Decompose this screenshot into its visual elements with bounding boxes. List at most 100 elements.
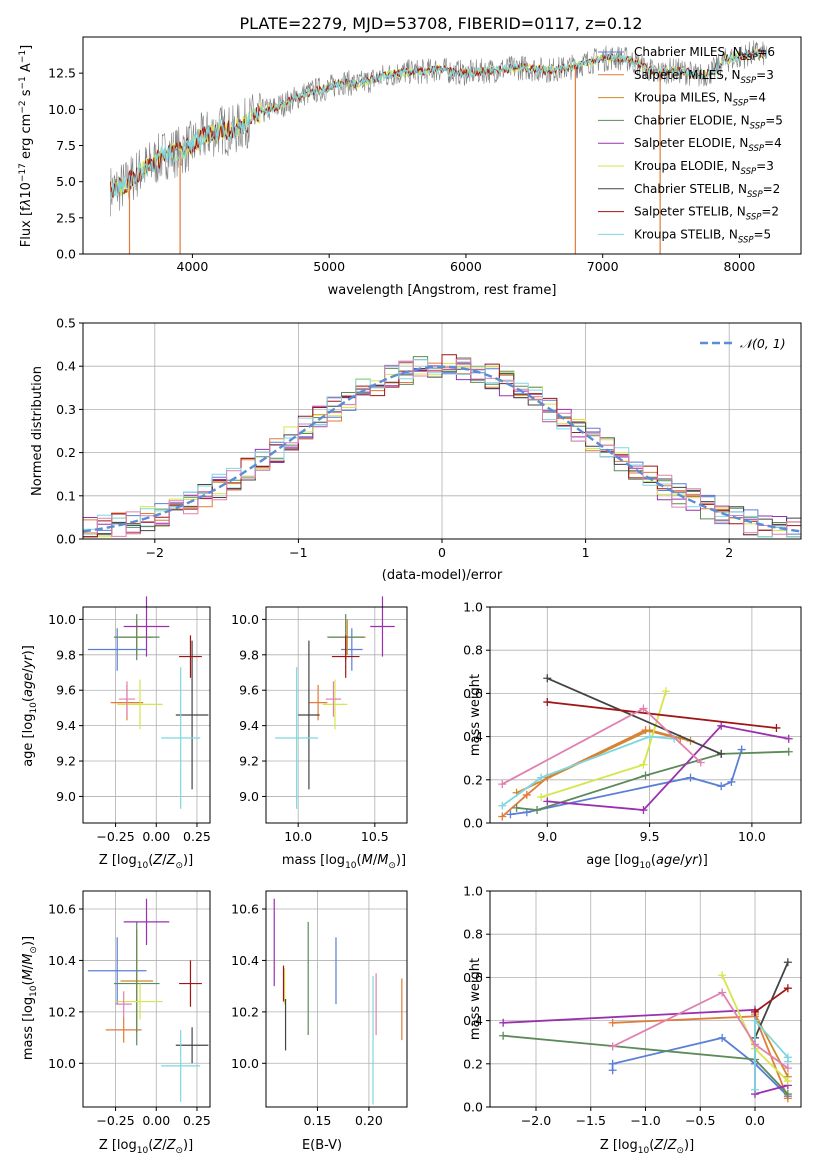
residuals-ytick: 0.3 [56, 402, 76, 417]
age-vs-mass-panel: 10.0 10.5 9.0 9.2 9.4 9.6 9.8 10.0 [231, 596, 408, 844]
gaussian-curve [82, 365, 802, 533]
mass-weight-point [751, 1016, 760, 1025]
ytick-label: 9.8 [239, 647, 259, 662]
mass-weight-point [608, 1059, 617, 1068]
mass-weight-point [499, 1018, 508, 1027]
mass-weight-point [784, 734, 793, 743]
mw-vs-z-ylabel: mass weight [468, 958, 483, 1040]
gauss-legend-label: 𝒩(0, 1) [740, 336, 786, 351]
mass-weight-point [686, 773, 695, 782]
xtick-label: −2.0 [521, 1113, 551, 1128]
ytick-label: 9.6 [56, 683, 76, 698]
mass-weight-point [727, 777, 736, 786]
ytick-label: 9.8 [56, 647, 76, 662]
xtick-label: 10.5 [361, 829, 389, 844]
mass-weight-point [506, 810, 515, 819]
ytick-label: 10.6 [231, 902, 259, 917]
mass-weight-line [754, 1013, 789, 1078]
ytick-label: 0.2 [463, 772, 483, 787]
residuals-xlabel: (data-model)/error [382, 568, 503, 583]
residuals-ytick: 0.0 [56, 532, 76, 547]
spectrum-title: PLATE=2279, MJD=53708, FIBERID=0117, z=0… [239, 14, 642, 33]
mass-weight-point [717, 749, 726, 758]
age-vs-z-xlabel: Z [log10(Z/Z⊙)] [99, 853, 193, 871]
mass-weight-point [784, 747, 793, 756]
mass-vs-ebv-xlabel: E(B-V) [302, 1138, 342, 1153]
residuals-ytick: 0.2 [56, 445, 76, 460]
xtick-label: 0.25 [183, 1113, 211, 1128]
ytick-label: 10.2 [48, 1004, 76, 1019]
mass-weight-point [696, 758, 705, 767]
xtick-label: 0.25 [183, 829, 211, 844]
spectrum-xtick: 7000 [587, 259, 619, 274]
mass-weight-point [751, 1007, 760, 1016]
ytick-label: 9.2 [56, 754, 76, 769]
spectrum-legend-label: Kroupa ELODIE, NSSP=3 [634, 159, 774, 177]
residuals-ylabel: Normed distribution [30, 366, 45, 496]
ytick-label: 10.0 [231, 612, 259, 627]
ytick-label: 1.0 [463, 884, 483, 899]
mass-weight-point [737, 745, 746, 754]
spectrum-xtick: 4000 [177, 259, 209, 274]
spectrum-xlabel: wavelength [Angstrom, rest frame] [328, 283, 557, 298]
mass-weight-point [645, 732, 654, 741]
ytick-label: 10.4 [48, 953, 76, 968]
mass-weight-point [522, 790, 531, 799]
residuals-ytick: 0.5 [56, 316, 76, 331]
mass-weight-point [639, 704, 648, 713]
mass-weight-point [498, 780, 507, 789]
mass-weight-point [718, 1033, 727, 1042]
mass-weight-point [783, 984, 792, 993]
mass-weight-point [717, 782, 726, 791]
ytick-label: 10.2 [231, 1004, 259, 1019]
xtick-label: 0.0 [745, 1113, 765, 1128]
age-vs-mass-xlabel: mass [log10(M/M⊙)] [282, 853, 406, 871]
mass-weight-point [751, 1085, 760, 1094]
age-vs-z-ylabel: age [log10(age/yr)] [21, 645, 39, 767]
spectrum-legend-label: Chabrier MILES, NSSP=6 [634, 45, 775, 63]
spectrum-ytick: 7.5 [56, 138, 76, 153]
spectrum-legend-label: Kroupa STELIB, NSSP=5 [634, 227, 771, 245]
mass-weight-point [543, 698, 552, 707]
ytick-label: 0.8 [463, 927, 483, 942]
mass-weight-point [608, 1018, 617, 1027]
mass-weight-line [546, 677, 722, 755]
ytick-label: 0.0 [463, 816, 483, 831]
ytick-label: 0.2 [463, 1056, 483, 1071]
mass-weight-point [639, 806, 648, 815]
xtick-label: 0.15 [304, 1113, 332, 1128]
mass-weight-point [537, 773, 546, 782]
mass-weight-point [512, 803, 521, 812]
mass-weight-vs-age-panel: 9.0 9.5 10.0 0.0 0.2 0.4 0.6 0.8 1.0 [463, 600, 802, 844]
mw-vs-z-xlabel: Z [log10(Z/Z⊙)] [600, 1138, 694, 1156]
mw-vs-age-xlabel: age [log10(age/yr)] [586, 853, 708, 871]
spectrum-ytick: 10.0 [48, 102, 76, 117]
xtick-label: −0.25 [96, 1113, 134, 1128]
ytick-label: 10.0 [48, 1056, 76, 1071]
ytick-label: 1.0 [463, 600, 483, 615]
spectrum-xtick: 6000 [450, 259, 482, 274]
mass-weight-point [498, 801, 507, 810]
mass-weight-line [547, 701, 777, 729]
mass-weight-point [783, 1077, 792, 1086]
age-vs-Z-panel: −0.25 0.00 0.25 9.0 9.2 9.4 9.6 9.8 10.0 [48, 596, 211, 844]
ytick-label: 10.6 [48, 902, 76, 917]
xtick-label: −1.0 [630, 1113, 660, 1128]
ytick-label: 9.6 [239, 683, 259, 698]
spectrum-ytick: 2.5 [56, 210, 76, 225]
ytick-label: 0.6 [463, 970, 483, 985]
spectrum-legend-label: Salpeter ELODIE, NSSP=4 [634, 136, 782, 154]
mass-weight-line [754, 987, 789, 1013]
spectrum-legend-label: Kroupa MILES, NSSP=4 [634, 91, 766, 109]
mass-weight-point [641, 771, 650, 780]
mw-vs-age-ylabel: mass weight [468, 674, 483, 756]
mass-weight-point [543, 674, 552, 683]
mass-weight-line [547, 724, 789, 811]
ytick-label: 9.4 [239, 718, 259, 733]
mass-vs-z-ylabel: mass [log10(M/M⊙)] [21, 936, 39, 1060]
spectrum-legend-label: Chabrier STELIB, NSSP=2 [634, 182, 780, 200]
mass-weight-point [661, 687, 670, 696]
residuals-xtick: −2 [146, 545, 164, 560]
xtick-label: 10.0 [738, 829, 766, 844]
